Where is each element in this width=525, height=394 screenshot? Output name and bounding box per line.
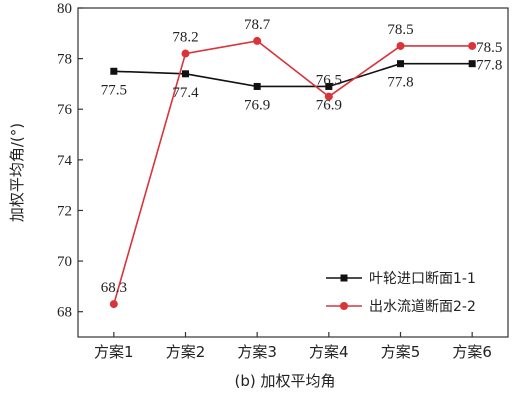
figure-caption: (b) 加权平均角 xyxy=(235,372,336,390)
x-tick-label: 方案2 xyxy=(166,343,206,361)
y-tick-label: 78 xyxy=(57,52,72,68)
series-line-2 xyxy=(113,40,473,305)
data-point-marker xyxy=(468,60,476,68)
data-label: 78.5 xyxy=(387,22,413,38)
y-tick-label: 80 xyxy=(57,1,72,17)
data-point-marker xyxy=(182,70,189,78)
data-point-marker xyxy=(468,41,477,50)
data-point-marker xyxy=(396,41,405,50)
data-label: 76.9 xyxy=(316,97,342,113)
y-tick-label: 72 xyxy=(57,203,72,219)
data-label: 78.7 xyxy=(244,17,271,33)
x-tick-label: 方案6 xyxy=(452,343,492,361)
data-point-marker xyxy=(181,49,190,58)
legend-marker xyxy=(340,274,348,282)
x-tick-label: 方案4 xyxy=(309,343,349,361)
data-label: 78.2 xyxy=(172,30,198,46)
data-label: 68.3 xyxy=(101,280,127,296)
legend: 叶轮进口断面1-1 出水流道断面2-2 xyxy=(326,271,476,315)
data-label: 77.8 xyxy=(387,75,413,91)
data-point-marker xyxy=(109,300,118,309)
y-tick-label: 68 xyxy=(57,305,72,321)
series-line-1 xyxy=(113,62,473,88)
data-point-marker xyxy=(324,92,333,101)
y-tick-label: 74 xyxy=(57,153,73,169)
legend-marker xyxy=(340,302,348,310)
y-tick-label: 70 xyxy=(57,254,72,270)
plot-frame xyxy=(77,7,509,338)
x-tick-label: 方案3 xyxy=(237,343,277,361)
data-point-marker xyxy=(253,82,261,90)
data-label: 77.5 xyxy=(101,82,127,98)
y-axis-title: 加权平均角/(°) xyxy=(8,123,26,222)
y-tick-label: 76 xyxy=(57,102,73,118)
x-tick-label: 方案5 xyxy=(381,343,421,361)
legend-label: 叶轮进口断面1-1 xyxy=(369,271,476,287)
data-point-marker xyxy=(110,67,118,75)
data-point-marker xyxy=(325,82,333,90)
data-point-marker xyxy=(397,60,404,68)
data-label: 78.5 xyxy=(476,40,502,56)
x-tick-label: 方案1 xyxy=(94,343,134,361)
data-point-marker xyxy=(253,36,262,45)
legend-label: 出水流道断面2-2 xyxy=(369,299,476,315)
data-label: 76.5 xyxy=(316,73,342,89)
data-label: 77.8 xyxy=(476,58,502,74)
data-label: 76.9 xyxy=(244,97,270,113)
data-label: 77.4 xyxy=(172,85,199,101)
